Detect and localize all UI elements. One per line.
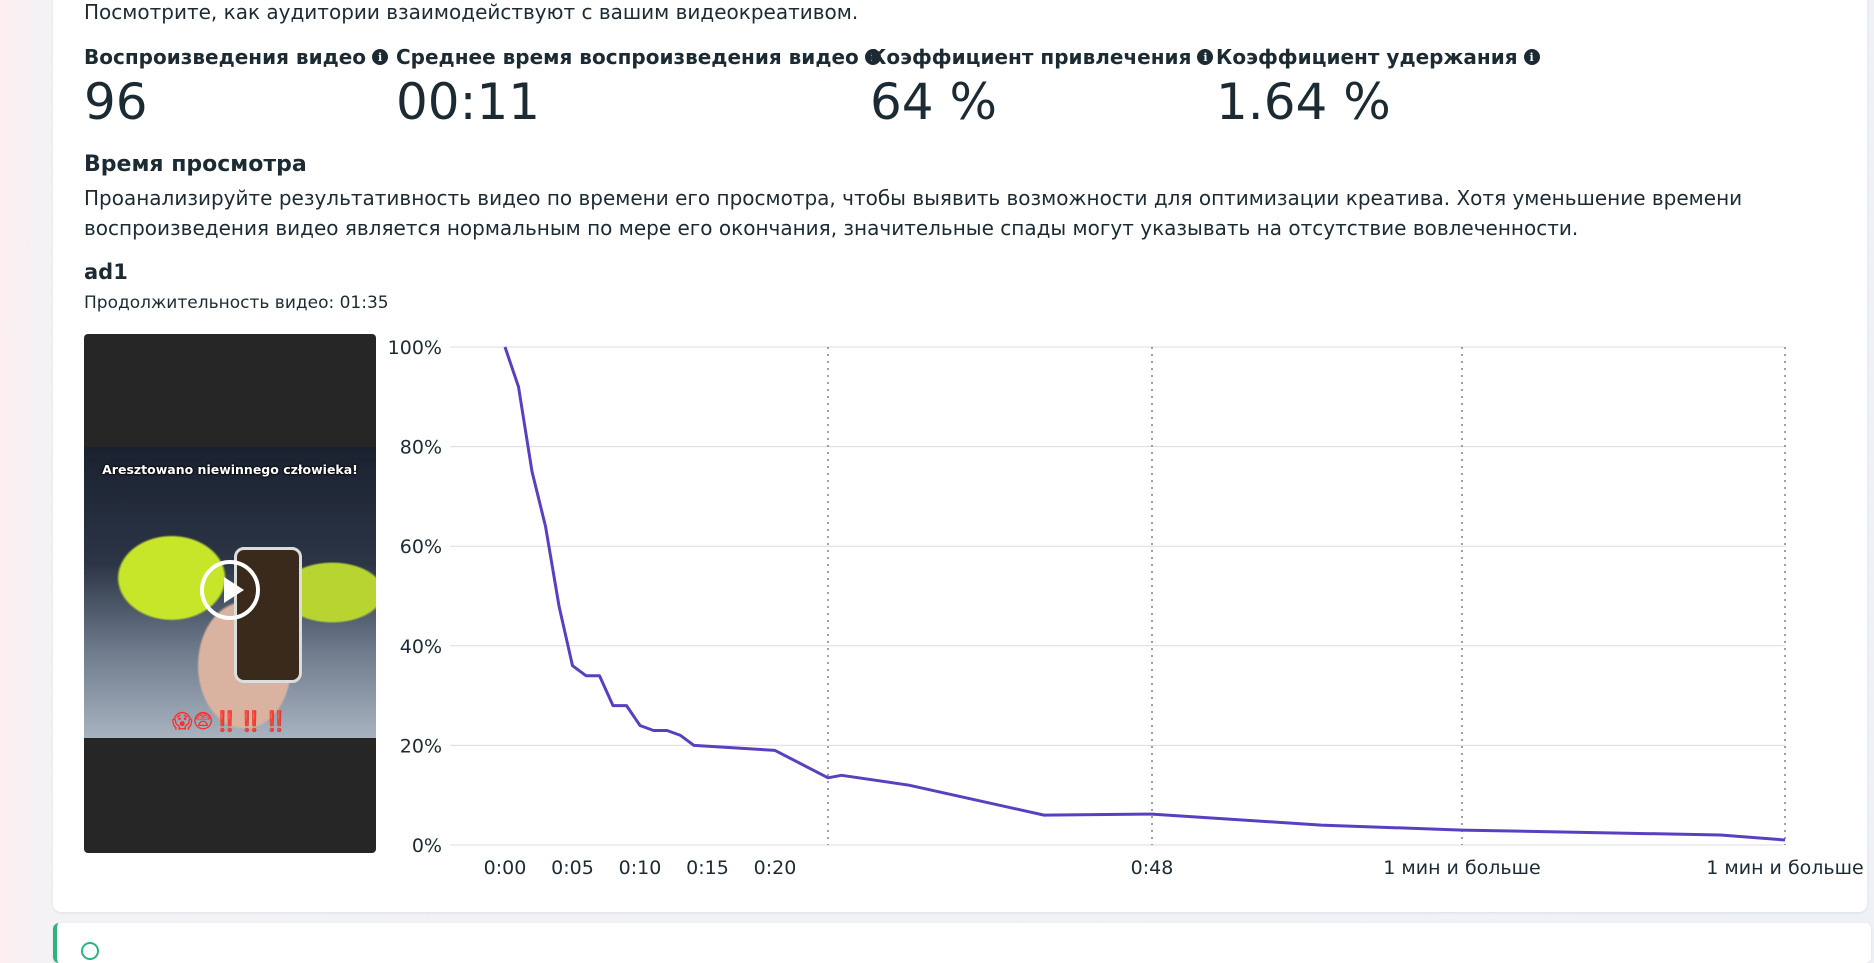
y-tick-label: 100% <box>388 337 442 359</box>
chart-grid <box>450 346 1785 846</box>
watch-time-title: Время просмотра <box>84 152 307 177</box>
metric-avg-play-time: Среднее время воспроизведения видео i 00:… <box>396 45 881 131</box>
metric-value: 00:11 <box>396 73 541 131</box>
metric-label: Коэффициент привлечения <box>870 45 1192 69</box>
metric-value: 64 % <box>870 73 998 131</box>
metric-label: Среднее время воспроизведения видео <box>396 45 859 69</box>
thumbnail-emoji: 😱😨‼️‼️‼️ <box>171 709 289 733</box>
chart-y-ticks: 0% 20% 40% 60% 80% 100% <box>388 337 442 857</box>
play-icon[interactable] <box>200 560 260 620</box>
y-tick-label: 0% <box>412 835 442 857</box>
y-tick-label: 60% <box>400 536 442 558</box>
info-icon[interactable]: i <box>1197 49 1214 65</box>
info-icon[interactable]: i <box>1523 49 1540 65</box>
metric-value: 96 <box>84 73 148 131</box>
x-tick-label: 0:10 <box>619 857 662 879</box>
retention-line <box>503 346 1786 842</box>
intro-text: Посмотрите, как аудитории взаимодействую… <box>84 0 859 24</box>
ad-duration: Продолжительность видео: 01:35 <box>84 293 389 313</box>
status-circle-icon <box>81 942 99 960</box>
metric-video-plays: Воспроизведения видео i 96 <box>84 45 389 131</box>
y-tick-label: 40% <box>400 636 442 658</box>
metric-hook-rate: Коэффициент привлечения i 64 % <box>870 45 1214 131</box>
metric-hold-rate: Коэффициент удержания i 1.64 % <box>1216 45 1540 131</box>
x-tick-label: 1 мин и больше <box>1383 857 1540 879</box>
info-icon[interactable]: i <box>372 49 389 65</box>
x-tick-label: 0:15 <box>686 857 729 879</box>
metric-label: Воспроизведения видео <box>84 45 367 69</box>
x-tick-label: 0:00 <box>484 857 527 879</box>
thumbnail-image: Aresztowano niewinnego człowieka! 😱😨‼️‼️… <box>84 447 376 738</box>
x-tick-label: 0:48 <box>1131 857 1174 879</box>
x-tick-label: 0:05 <box>551 857 594 879</box>
video-thumbnail[interactable]: Aresztowano niewinnego człowieka! 😱😨‼️‼️… <box>84 334 376 853</box>
y-tick-label: 20% <box>400 735 442 757</box>
metric-label: Коэффициент удержания <box>1216 45 1518 69</box>
chart-x-ticks: 0:00 0:05 0:10 0:15 0:20 0:48 1 мин и больше 1 … <box>484 857 1864 879</box>
thumbnail-caption: Aresztowano niewinnego człowieka! <box>102 462 358 477</box>
x-tick-label: 1 мин и больше <box>1706 857 1863 879</box>
chart-vertical-markers <box>827 347 1786 845</box>
y-tick-label: 80% <box>400 437 442 459</box>
info-icon[interactable]: i <box>864 49 881 65</box>
metric-value: 1.64 % <box>1216 73 1391 131</box>
x-tick-label: 0:20 <box>754 857 797 879</box>
retention-chart: 0%20%40%60%80%100% 0:00 0:05 0:10 0:15 0:20 0… <box>388 337 1864 879</box>
ad-name: ad1 <box>84 260 128 284</box>
watch-time-description: Проанализируйте результативность видео п… <box>84 186 1743 240</box>
